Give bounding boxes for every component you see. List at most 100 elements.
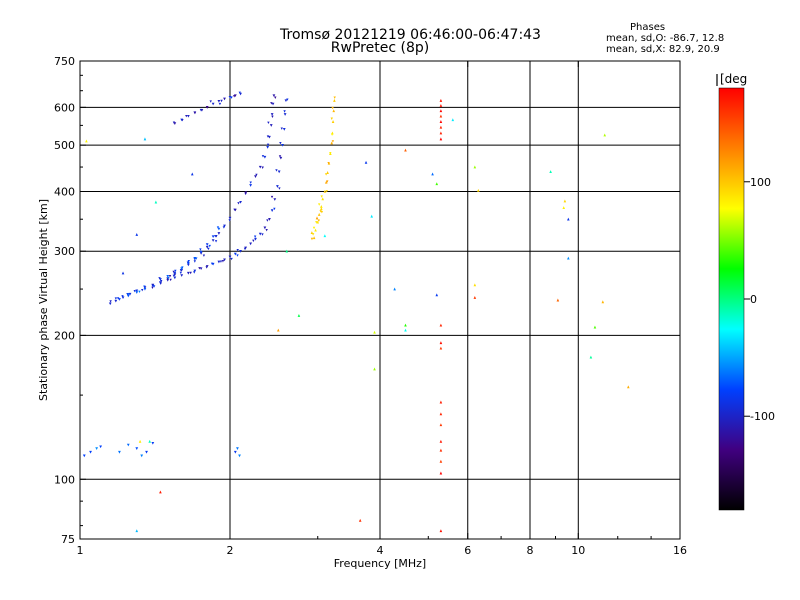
- point-marker: [173, 276, 177, 280]
- data-point: [317, 210, 324, 216]
- point-marker: [265, 228, 268, 232]
- point-marker: [315, 216, 319, 220]
- point-marker: [254, 175, 257, 178]
- data-point: [108, 300, 112, 306]
- data-point: [373, 330, 376, 334]
- y-tick-label: 75: [61, 533, 75, 546]
- data-point: [233, 208, 237, 212]
- point-marker: [266, 143, 270, 147]
- point-marker: [439, 423, 443, 427]
- point-marker: [233, 450, 237, 454]
- point-marker: [237, 202, 240, 205]
- point-marker: [205, 245, 209, 249]
- point-marker: [556, 298, 560, 302]
- point-marker: [258, 165, 262, 169]
- data-points: [82, 91, 630, 533]
- point-marker: [148, 439, 152, 443]
- point-marker: [266, 219, 269, 222]
- data-point: [237, 200, 242, 205]
- point-marker: [236, 447, 239, 450]
- point-marker: [95, 447, 99, 450]
- data-point: [297, 314, 301, 317]
- point-marker: [185, 114, 188, 118]
- point-marker: [266, 135, 270, 138]
- data-point: [133, 289, 139, 293]
- colorbar-tick-label: 0: [750, 293, 757, 306]
- data-point: [238, 91, 242, 96]
- data-point: [143, 285, 147, 291]
- point-marker: [205, 243, 209, 246]
- data-point: [320, 195, 325, 201]
- data-point: [477, 188, 480, 192]
- data-point: [199, 108, 204, 112]
- point-marker: [127, 293, 130, 296]
- point-marker: [333, 98, 336, 102]
- phase-colorbar: [718, 87, 745, 511]
- data-point: [205, 243, 211, 248]
- data-point: [333, 96, 336, 102]
- point-marker: [439, 471, 443, 475]
- data-point: [198, 267, 203, 271]
- data-point: [589, 355, 593, 359]
- point-marker: [563, 199, 567, 203]
- data-point: [266, 218, 271, 222]
- point-marker: [266, 146, 270, 149]
- data-point: [114, 297, 118, 303]
- data-point: [172, 121, 177, 126]
- data-point: [473, 165, 477, 169]
- y-tick-label: 200: [54, 329, 75, 342]
- point-marker: [223, 258, 226, 262]
- data-point: [199, 252, 206, 257]
- point-marker: [267, 121, 270, 125]
- data-point: [221, 258, 226, 263]
- point-marker: [228, 216, 232, 220]
- data-point: [330, 140, 335, 145]
- data-point: [199, 248, 203, 254]
- point-marker: [133, 289, 136, 293]
- data-point: [138, 439, 142, 443]
- point-marker: [314, 228, 317, 232]
- data-point: [404, 328, 407, 332]
- data-point: [258, 165, 264, 169]
- data-point: [126, 293, 130, 298]
- point-marker: [138, 290, 141, 294]
- data-point: [249, 239, 255, 246]
- data-point: [364, 160, 368, 164]
- data-point: [166, 278, 172, 282]
- colorbar-tick-label: 100: [750, 176, 771, 189]
- point-marker: [593, 325, 597, 329]
- data-point: [236, 249, 242, 253]
- point-marker: [253, 235, 257, 238]
- point-marker: [316, 220, 320, 224]
- point-marker: [269, 124, 273, 127]
- data-point: [275, 169, 281, 174]
- data-point: [393, 287, 396, 291]
- data-point: [205, 105, 209, 109]
- point-marker: [211, 239, 215, 242]
- data-point: [121, 295, 125, 300]
- point-marker: [324, 173, 328, 176]
- point-marker: [236, 254, 239, 257]
- point-marker: [404, 323, 407, 327]
- point-marker: [211, 235, 215, 239]
- point-marker: [239, 200, 242, 204]
- point-marker: [173, 273, 177, 277]
- point-marker: [186, 271, 190, 275]
- data-point: [270, 195, 277, 201]
- point-marker: [255, 173, 258, 177]
- data-point: [140, 454, 144, 458]
- point-marker: [562, 206, 566, 209]
- point-marker: [85, 139, 88, 143]
- data-point: [439, 346, 443, 350]
- point-marker: [249, 242, 253, 246]
- data-point: [404, 323, 407, 327]
- x-axis-label: Frequency [MHz]: [334, 557, 426, 570]
- data-point: [220, 97, 226, 103]
- point-marker: [118, 298, 121, 301]
- point-marker: [209, 100, 212, 103]
- point-marker: [439, 341, 443, 345]
- data-point: [373, 367, 376, 371]
- data-point: [228, 216, 232, 222]
- data-point: [270, 102, 275, 106]
- point-marker: [439, 529, 443, 533]
